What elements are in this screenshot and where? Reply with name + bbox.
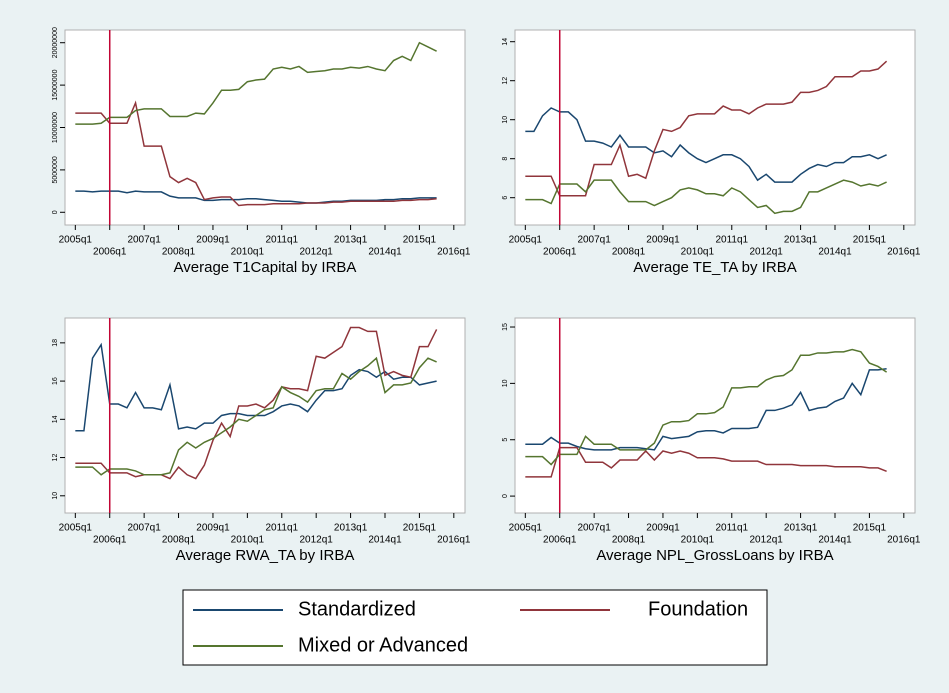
y-tick-label: 12 — [502, 77, 509, 85]
x-tick-label: 2006q1 — [93, 535, 127, 546]
y-tick-label: 0 — [502, 494, 509, 498]
x-tick-label: 2016q1 — [887, 535, 921, 546]
x-tick-label: 2013q1 — [334, 523, 368, 534]
x-tick-label: 2015q1 — [403, 523, 437, 534]
series-line — [75, 356, 437, 476]
x-tick-label: 2012q1 — [749, 535, 783, 546]
y-tick-label: 6 — [502, 196, 509, 200]
y-tick-label: 14 — [52, 415, 59, 423]
x-tick-label: 2005q1 — [59, 523, 93, 534]
x-tick-label: 2010q1 — [231, 247, 265, 258]
x-tick-label: 2011q1 — [715, 235, 748, 246]
x-tick-label: 2016q1 — [437, 535, 471, 546]
x-tick-label: 2009q1 — [646, 523, 680, 534]
y-tick-label: 8 — [502, 157, 509, 161]
x-tick-label: 2007q1 — [577, 235, 611, 246]
x-tick-label: 2007q1 — [127, 235, 161, 246]
legend-box — [182, 589, 768, 666]
y-tick-label: 10 — [502, 379, 509, 387]
x-tick-label: 2014q1 — [368, 535, 402, 546]
series-line — [75, 100, 437, 207]
x-tick-label: 2006q1 — [543, 247, 577, 258]
x-tick-label: 2008q1 — [612, 247, 646, 258]
chart-title: Average TE_TA by IRBA — [633, 259, 796, 276]
x-tick-label: 2012q1 — [299, 535, 333, 546]
legend-label: Foundation — [648, 598, 748, 620]
chart-title: Average T1Capital by IRBA — [174, 259, 357, 276]
series-line — [75, 41, 437, 125]
x-tick-label: 2008q1 — [162, 247, 196, 258]
plot-area — [514, 29, 916, 226]
y-tick-label: 15000000 — [52, 69, 59, 100]
chart-title: Average NPL_GrossLoans by IRBA — [596, 547, 833, 564]
plot-area — [64, 29, 466, 226]
y-tick-label: 15 — [502, 323, 509, 331]
x-tick-label: 2010q1 — [681, 247, 715, 258]
y-tick-label: 20000000 — [52, 27, 59, 58]
x-tick-label: 2010q1 — [681, 535, 715, 546]
x-tick-label: 2006q1 — [543, 535, 577, 546]
x-tick-label: 2013q1 — [784, 235, 818, 246]
x-tick-label: 2014q1 — [818, 535, 852, 546]
y-tick-label: 5 — [502, 438, 509, 442]
x-tick-label: 2015q1 — [853, 523, 887, 534]
x-tick-label: 2006q1 — [93, 247, 127, 258]
x-tick-label: 2012q1 — [299, 247, 333, 258]
x-tick-label: 2014q1 — [368, 247, 402, 258]
x-tick-label: 2011q1 — [715, 523, 748, 534]
x-tick-label: 2014q1 — [818, 247, 852, 258]
chart-title: Average RWA_TA by IRBA — [176, 547, 355, 564]
x-tick-label: 2008q1 — [162, 535, 196, 546]
x-tick-label: 2007q1 — [577, 523, 611, 534]
x-tick-label: 2013q1 — [334, 235, 368, 246]
legend-label: Standardized — [298, 598, 416, 620]
y-tick-label: 12 — [52, 454, 59, 462]
y-tick-label: 5000000 — [52, 156, 59, 183]
x-tick-label: 2011q1 — [265, 235, 298, 246]
y-tick-label: 18 — [52, 339, 59, 347]
y-tick-label: 0 — [52, 210, 59, 214]
x-tick-label: 2016q1 — [437, 247, 471, 258]
series-line — [75, 190, 437, 204]
plot-area — [514, 317, 916, 514]
y-tick-label: 10 — [502, 116, 509, 124]
x-tick-label: 2016q1 — [887, 247, 921, 258]
x-tick-label: 2012q1 — [749, 247, 783, 258]
series-line — [525, 179, 887, 215]
x-tick-label: 2011q1 — [265, 523, 298, 534]
series-line — [525, 367, 887, 451]
x-tick-label: 2009q1 — [196, 235, 230, 246]
x-tick-label: 2013q1 — [784, 523, 818, 534]
series-line — [525, 60, 888, 197]
x-tick-label: 2008q1 — [612, 535, 646, 546]
x-tick-label: 2010q1 — [231, 535, 265, 546]
x-tick-label: 2005q1 — [59, 235, 93, 246]
series-line — [75, 326, 438, 480]
y-tick-label: 10 — [52, 492, 59, 500]
y-tick-label: 10000000 — [52, 112, 59, 143]
x-tick-label: 2015q1 — [403, 235, 437, 246]
y-tick-label: 14 — [502, 38, 509, 46]
x-tick-label: 2009q1 — [196, 523, 230, 534]
x-tick-label: 2015q1 — [853, 235, 887, 246]
series-line — [525, 348, 888, 466]
x-tick-label: 2009q1 — [646, 235, 680, 246]
x-tick-label: 2005q1 — [509, 523, 543, 534]
series-line — [525, 107, 887, 183]
series-line — [525, 446, 887, 478]
x-tick-label: 2005q1 — [509, 235, 543, 246]
x-tick-label: 2007q1 — [127, 523, 161, 534]
y-tick-label: 16 — [52, 377, 59, 385]
legend-label: Mixed or Advanced — [298, 634, 468, 656]
